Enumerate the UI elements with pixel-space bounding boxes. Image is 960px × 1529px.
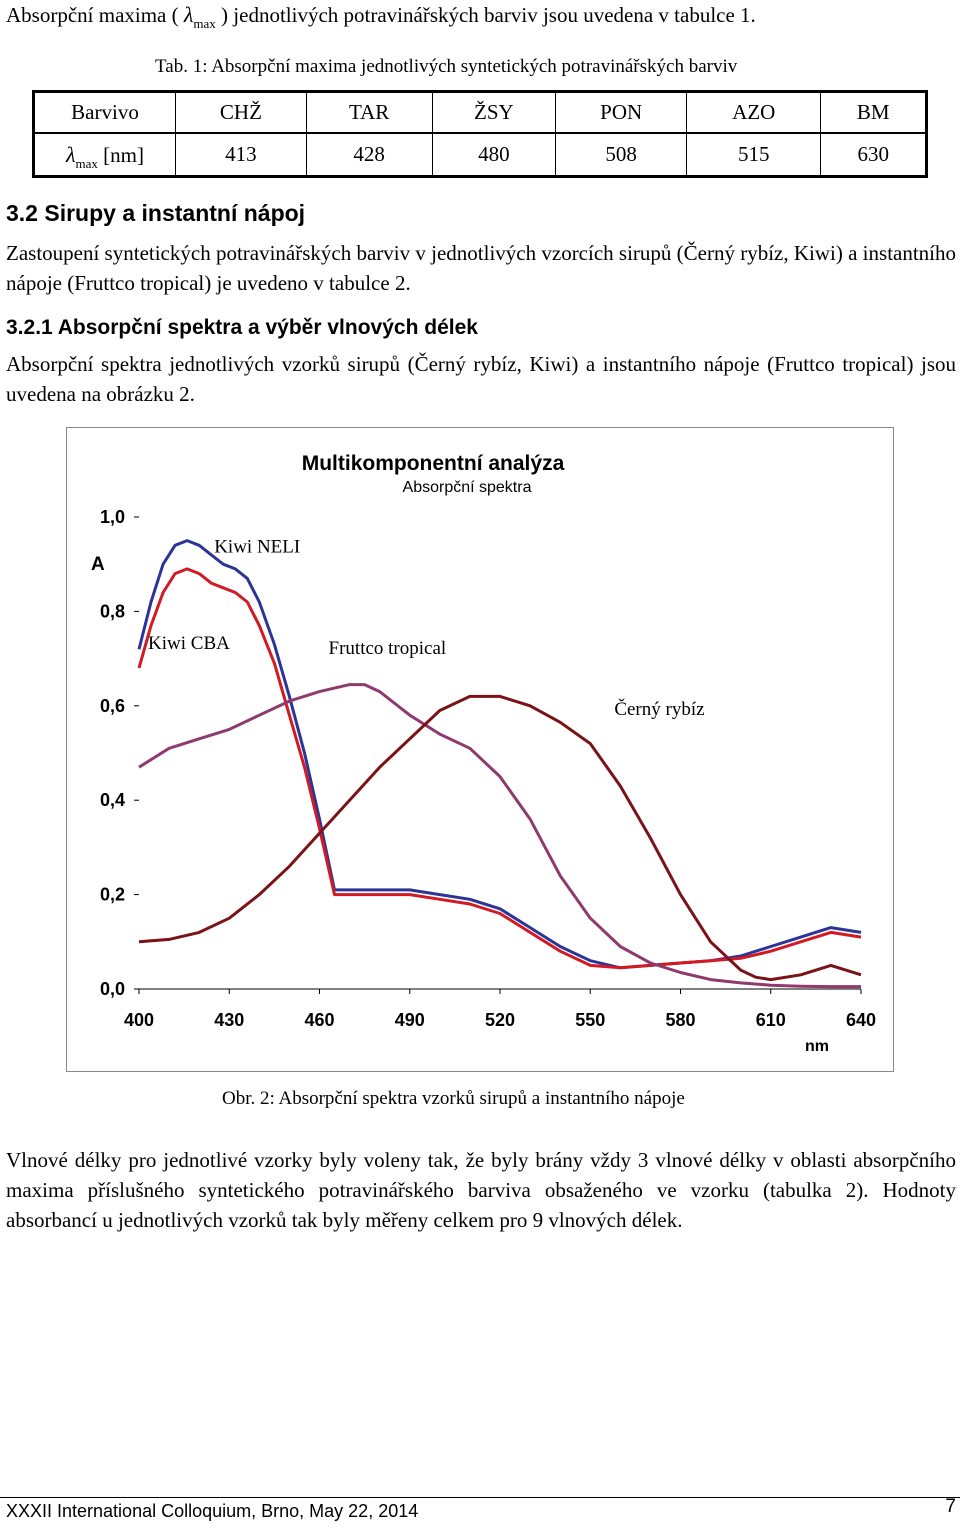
y-tick-label: 0,6 — [100, 696, 125, 716]
table1-header-cell: Barvivo — [33, 91, 176, 135]
table1-value-cell: 480 — [431, 132, 557, 178]
intro-after: ) jednotlivých potravinářských barviv js… — [221, 3, 756, 27]
series-line — [138, 694, 862, 982]
y-tick-label: 1,0 — [100, 507, 125, 527]
x-tick-label: 610 — [756, 1010, 786, 1030]
table1-header-row: Barvivo CHŽ TAR ŽSY PON AZO BM — [33, 91, 927, 135]
lambda-symbol: λ — [66, 141, 76, 167]
table1-header-cell: CHŽ — [175, 91, 307, 135]
table1-value-cell: 428 — [305, 132, 433, 178]
x-tick-label: 520 — [485, 1010, 515, 1030]
table1-header-cell: AZO — [686, 91, 822, 135]
table1-header-cell: TAR — [305, 91, 433, 135]
series-line — [137, 567, 862, 970]
table1-row-label: λmax [nm] — [33, 132, 176, 178]
table1-value-cell: 630 — [820, 132, 927, 178]
chart-axes: 400 430 460 490 520 550 580 610 640 0,0 0,2 0,4 0,6 0… — [100, 507, 876, 1030]
table1-value-cell: 515 — [686, 132, 822, 178]
section-3-2-1-text: Absorpční spektra jednotlivých vzorků si… — [6, 352, 956, 406]
lambda-subscript: max — [75, 155, 98, 171]
y-tick-label: 0,8 — [100, 601, 125, 621]
table1-header-cell: PON — [555, 91, 688, 135]
y-tick-label: 0,0 — [100, 979, 125, 999]
series-annotation: Kiwi CBA — [148, 633, 230, 654]
x-tick-label: 640 — [846, 1010, 876, 1030]
table1-value-cell: 508 — [555, 132, 688, 178]
section-heading-3-2: 3.2 Sirupy a instantní nápoj — [6, 200, 306, 226]
footer-rule — [0, 1497, 960, 1498]
section-3-2-text: Zastoupení syntetických potravinářských … — [6, 241, 957, 295]
series-annotation: Černý rybíz — [614, 698, 704, 720]
intro-line: Absorpční maxima ( λmax ) jednotlivých p… — [6, 2, 756, 31]
x-tick-label: 490 — [395, 1010, 425, 1030]
intro-before: Absorpční maxima ( — [6, 3, 179, 27]
figure-caption: Obr. 2: Absorpční spektra vzorků sirupů … — [222, 1088, 685, 1109]
absorption-chart: Multikomponentní analýza Absorpční spekt… — [91, 452, 876, 1055]
chart-annotations: Kiwi NELI Kiwi CBA Fruttco tropical Černý r… — [148, 536, 705, 720]
chart-subtitle: Absorpční spektra — [403, 479, 532, 496]
x-tick-label: 460 — [304, 1010, 334, 1030]
x-tick-label: 580 — [665, 1010, 695, 1030]
closing-paragraph: Vlnové délky pro jednotlivé vzorky byly … — [6, 1148, 956, 1232]
page-number: 7 — [945, 1496, 956, 1517]
y-tick-label: 0,2 — [100, 885, 125, 905]
x-tick-label: 400 — [124, 1010, 154, 1030]
unit-label: [nm] — [103, 142, 144, 167]
table1-caption: Tab. 1: Absorpční maxima jednotlivých sy… — [155, 56, 738, 77]
table1: Barvivo CHŽ TAR ŽSY PON AZO BM λmax [nm]… — [32, 90, 928, 178]
table1-header-cell: BM — [820, 91, 927, 135]
section-heading-3-2-1: 3.2.1 Absorpční spektra a výběr vlnových… — [6, 316, 478, 339]
lambda-symbol: λ — [183, 2, 194, 27]
table1-value-cell: 413 — [175, 132, 307, 178]
lambda-subscript: max — [193, 16, 216, 31]
x-tick-label: 550 — [575, 1010, 605, 1030]
table1-header-cell: ŽSY — [431, 91, 557, 135]
x-tick-label: 430 — [214, 1010, 244, 1030]
chart-series — [137, 539, 862, 989]
x-axis-label: nm — [805, 1038, 829, 1055]
series-annotation: Kiwi NELI — [214, 536, 300, 557]
y-axis-label: A — [91, 554, 105, 575]
chart-title: Multikomponentní analýza — [302, 452, 565, 475]
y-tick-label: 0,4 — [100, 790, 125, 810]
table1-value-row: λmax [nm] 413 428 480 508 515 630 — [33, 132, 927, 178]
footer-text: XXXII International Colloquium, Brno, Ma… — [6, 1501, 419, 1521]
chart-frame: Multikomponentní analýza Absorpční spekt… — [66, 427, 894, 1072]
series-line — [138, 683, 861, 989]
series-annotation: Fruttco tropical — [329, 638, 447, 659]
